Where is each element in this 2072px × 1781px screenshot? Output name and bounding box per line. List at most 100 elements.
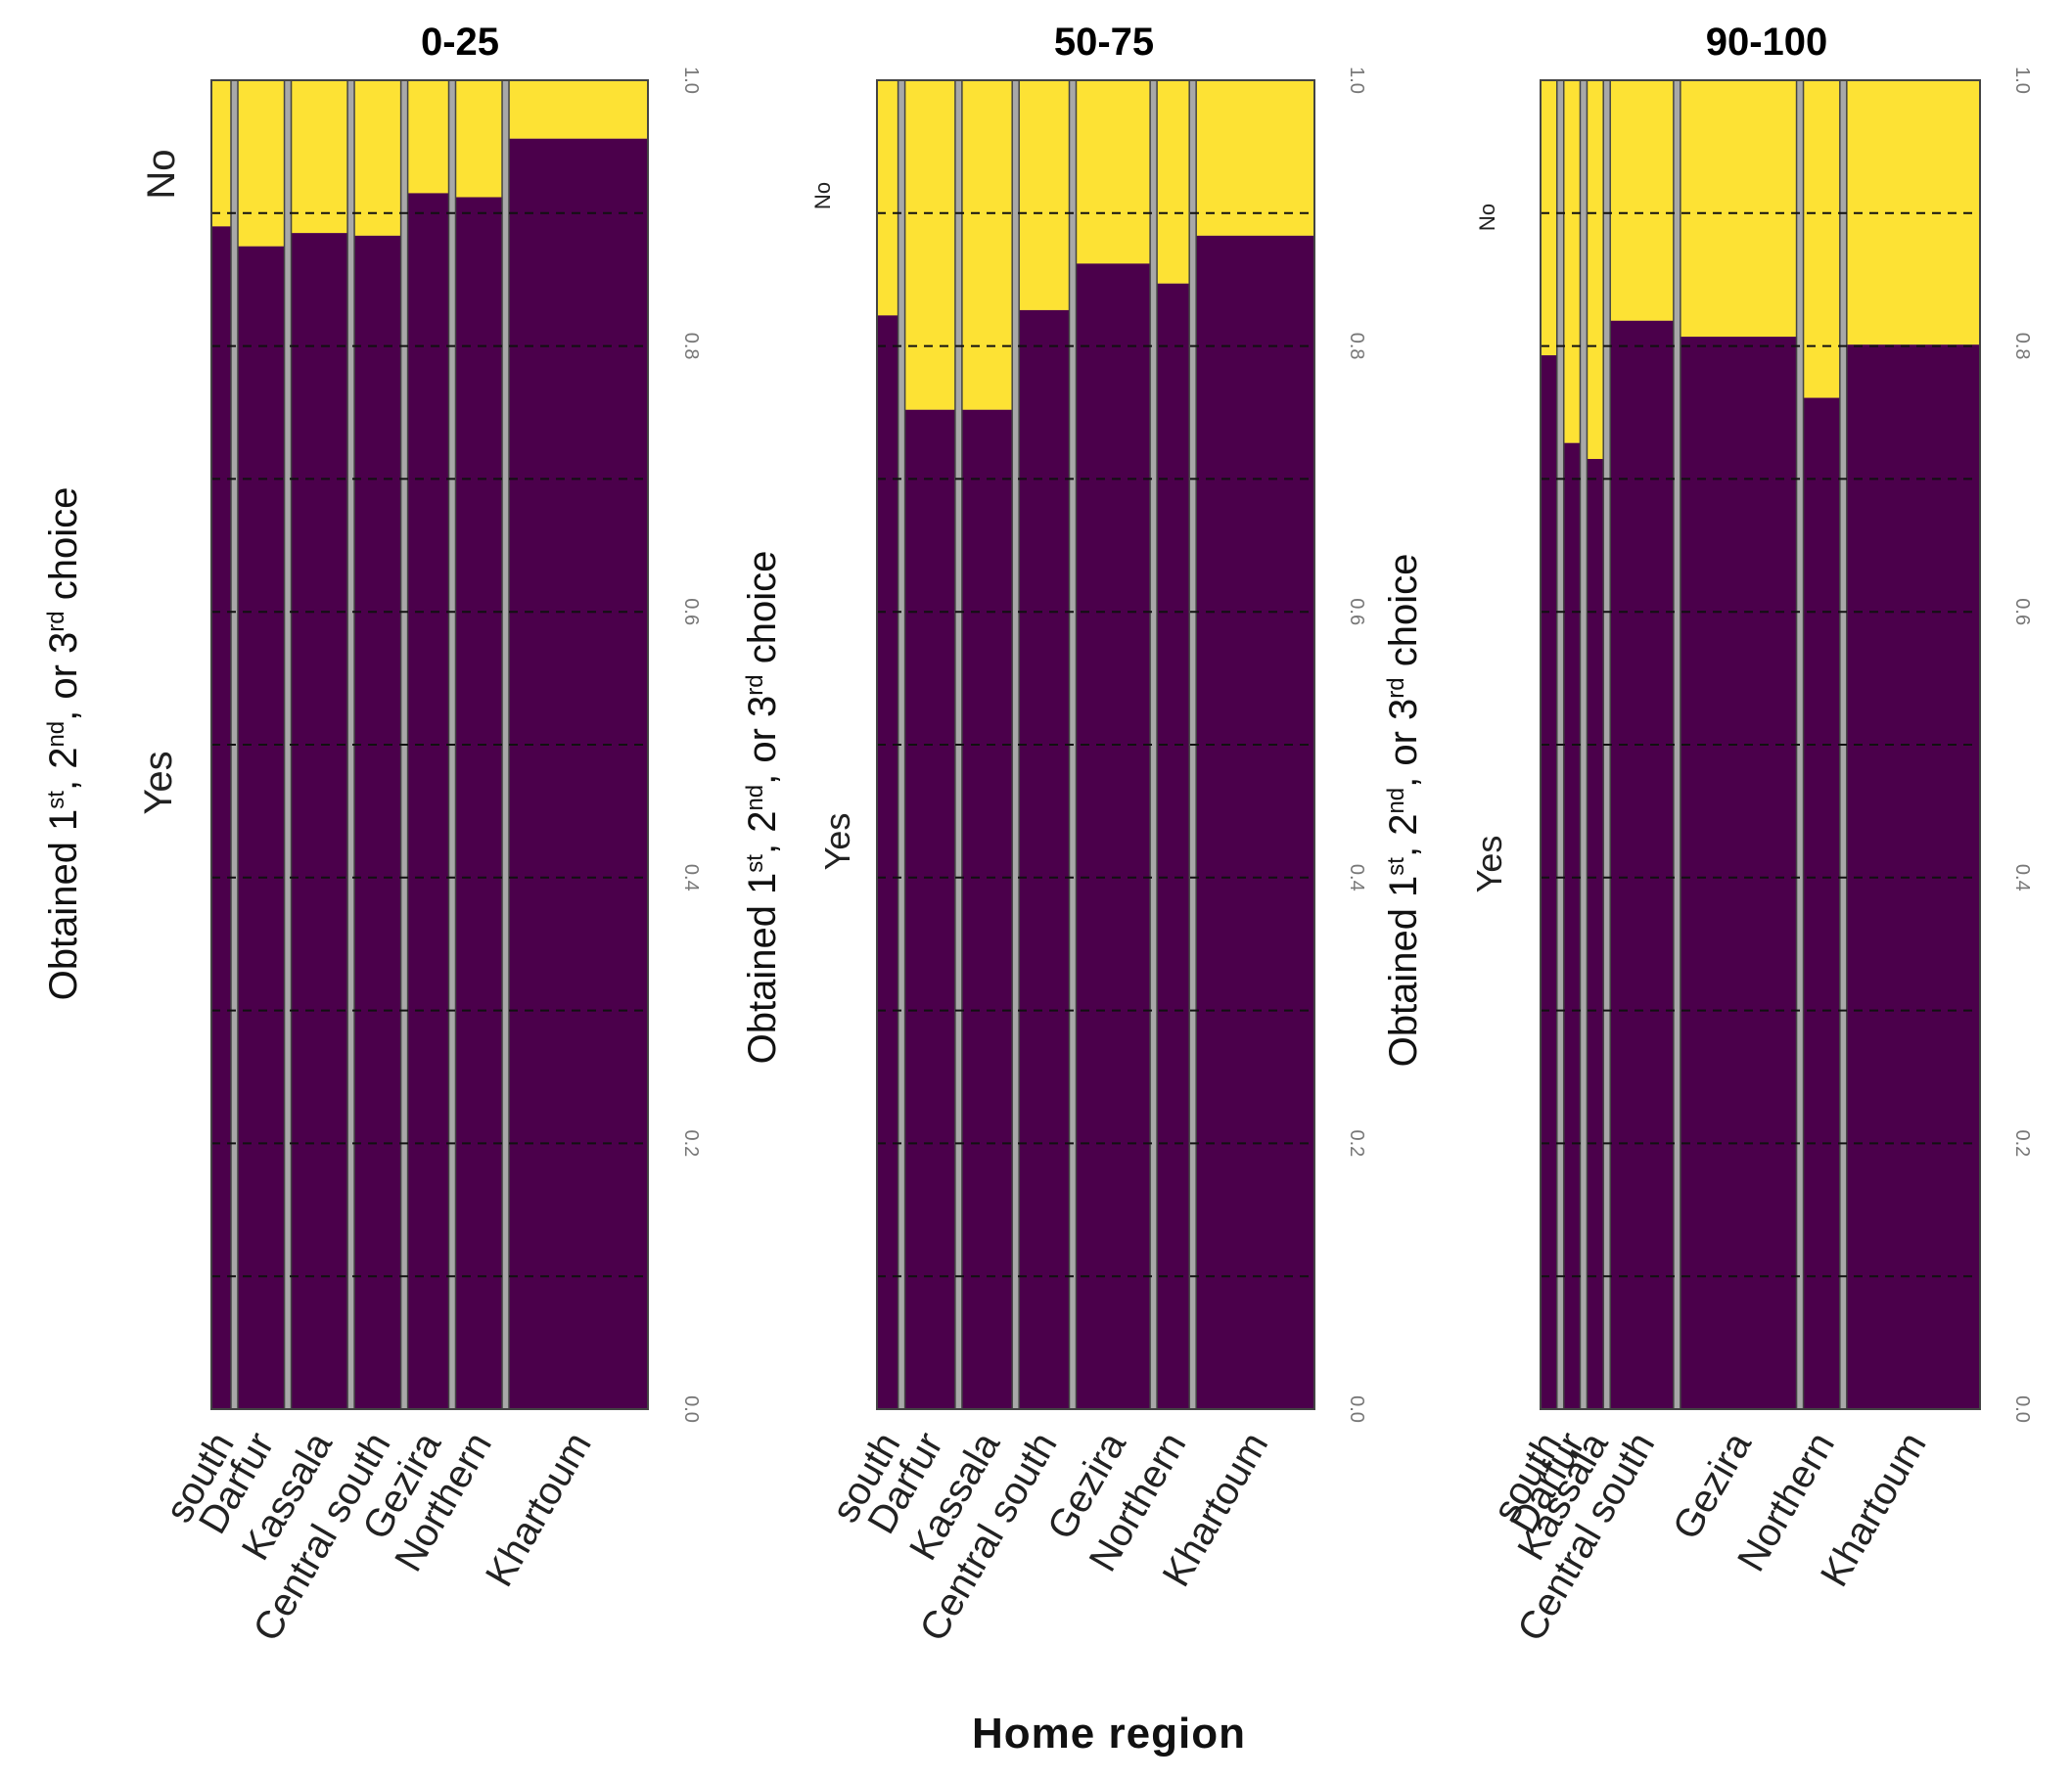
bar-yes-segment	[407, 193, 449, 1410]
y-axis-title-part: choice	[42, 487, 85, 612]
y-axis-title-part: , or 3	[42, 632, 85, 721]
bar-no-segment	[904, 80, 955, 410]
bar-yes-segment	[961, 409, 1013, 1409]
bar-yes-segment	[455, 197, 503, 1409]
bar-no-segment	[238, 80, 285, 247]
panel-title: 50-75	[1054, 21, 1154, 64]
y-axis-title-superscript: rd	[43, 611, 69, 631]
y-axis-title: Obtained 1st, 2nd, or 3rd choice	[42, 487, 85, 1001]
y-tick-label: 1.0	[2011, 67, 2033, 94]
bar-yes-segment	[1846, 344, 1980, 1410]
y-tick-label: 0.4	[1346, 864, 1367, 891]
bar-no-segment	[1563, 80, 1581, 443]
bar-yes-segment	[291, 233, 348, 1409]
level-label-no: No	[1475, 204, 1499, 231]
bar-yes-segment	[354, 235, 401, 1410]
bar-yes-segment	[1076, 263, 1151, 1409]
bar-darfur	[903, 79, 956, 1410]
bar-gezira	[406, 79, 450, 1410]
y-axis-title-part: choice	[741, 551, 784, 675]
bar-no-segment	[354, 80, 401, 236]
bar-yes-segment	[1019, 309, 1070, 1410]
y-axis-title-superscript: st	[742, 854, 768, 873]
y-axis-title-part: , 2	[42, 748, 85, 791]
bar-yes-segment	[904, 409, 955, 1409]
y-axis-title: Obtained 1st, 2nd, or 3rd choice	[1382, 554, 1425, 1068]
bar-yes-segment	[1803, 397, 1840, 1409]
bar-yes-segment	[1563, 442, 1581, 1409]
bar-central-south	[353, 79, 402, 1410]
y-axis-title-superscript: nd	[1383, 788, 1409, 814]
bar-yes-segment	[877, 315, 898, 1410]
y-axis-title-part: , or 3	[1382, 699, 1425, 788]
panel-0-25: 0-25 0.0 0.2 0.4 0.6 0.8 1.0 No Yes Obtained 1st,…	[42, 21, 702, 1649]
bar-yes-segment	[211, 226, 232, 1409]
bar-kassala	[961, 79, 1013, 1410]
bar-yes-segment	[1587, 459, 1604, 1409]
bar-khartoum	[1846, 79, 1981, 1410]
bar-central-south	[1609, 79, 1675, 1410]
y-axis-title-part: Obtained 1	[42, 809, 85, 1001]
y-axis-title-part: choice	[1382, 554, 1425, 678]
panel-frame	[1540, 79, 1981, 1410]
y-axis-title-superscript: nd	[43, 721, 69, 748]
y-tick-label: 0.6	[1346, 598, 1367, 625]
bar-gezira	[1075, 79, 1151, 1410]
y-axis-title-part: Obtained 1	[1382, 876, 1425, 1068]
bar-khartoum	[1195, 79, 1315, 1410]
bar-yes-segment	[238, 246, 285, 1409]
y-tick-label: 0.0	[1346, 1395, 1367, 1423]
bar-no-segment	[877, 80, 898, 316]
y-axis-title-superscript: nd	[742, 785, 768, 811]
y-axis-title-superscript: rd	[742, 674, 768, 695]
bar-darfur	[237, 79, 286, 1410]
bar-no-segment	[1076, 80, 1151, 264]
y-axis-title-superscript: st	[1383, 857, 1409, 876]
y-axis-title-superscript: st	[43, 791, 69, 809]
bar-no-segment	[1157, 80, 1190, 284]
bar-yes-segment	[1680, 337, 1797, 1409]
bar-no-segment	[961, 80, 1013, 410]
y-axis-title-part: , 2	[1382, 814, 1425, 857]
y-tick-label: 0.0	[2011, 1395, 2033, 1423]
y-tick-label: 0.4	[680, 864, 702, 891]
y-tick-label: 1.0	[1346, 67, 1367, 94]
y-tick-label: 0.8	[2011, 333, 2033, 360]
bar-no-segment	[1680, 80, 1797, 338]
bar-no-segment	[1587, 80, 1604, 460]
y-axis-title: Obtained 1st, 2nd, or 3rd choice	[741, 551, 784, 1065]
bar-no-segment	[1019, 80, 1070, 310]
bar-no-segment	[1610, 80, 1674, 321]
y-axis-title-part: , 2	[741, 811, 784, 854]
panel-title: 0-25	[421, 21, 499, 64]
bar-no-segment	[211, 80, 232, 227]
y-tick-label: 0.4	[2011, 864, 2033, 891]
y-tick-label: 0.2	[680, 1129, 702, 1157]
bar-no-segment	[455, 80, 503, 198]
bar-no-segment	[1196, 80, 1314, 236]
y-tick-label: 0.2	[1346, 1129, 1367, 1157]
panel-90-100: 90-100 0.0 0.2 0.4 0.6 0.8 1.0 No Yes Obtained 1s…	[1382, 21, 2033, 1649]
bar-no-segment	[509, 80, 648, 139]
bar-central-south	[1018, 79, 1071, 1410]
panel-50-75: 50-75 0.0 0.2 0.4 0.6 0.8 1.0 No Yes Obtained 1st…	[741, 21, 1367, 1649]
y-tick-label: 0.6	[2011, 598, 2033, 625]
level-label-yes: Yes	[137, 751, 180, 814]
bar-northern	[1156, 79, 1190, 1410]
level-label-yes: Yes	[817, 813, 857, 871]
bar-yes-segment	[1541, 355, 1557, 1410]
y-tick-label: 0.2	[2011, 1129, 2033, 1157]
y-tick-label: 0.6	[680, 598, 702, 625]
y-tick-label: 0.0	[680, 1395, 702, 1423]
bar-northern	[1802, 79, 1841, 1410]
y-axis-title-superscript: rd	[1383, 677, 1409, 698]
bar-no-segment	[291, 80, 348, 234]
level-label-yes: Yes	[1469, 836, 1509, 893]
bar-northern	[454, 79, 503, 1410]
y-tick-label: 0.8	[1346, 333, 1367, 360]
bar-no-segment	[407, 80, 449, 194]
y-tick-label: 0.8	[680, 333, 702, 360]
level-label-no: No	[140, 149, 183, 199]
